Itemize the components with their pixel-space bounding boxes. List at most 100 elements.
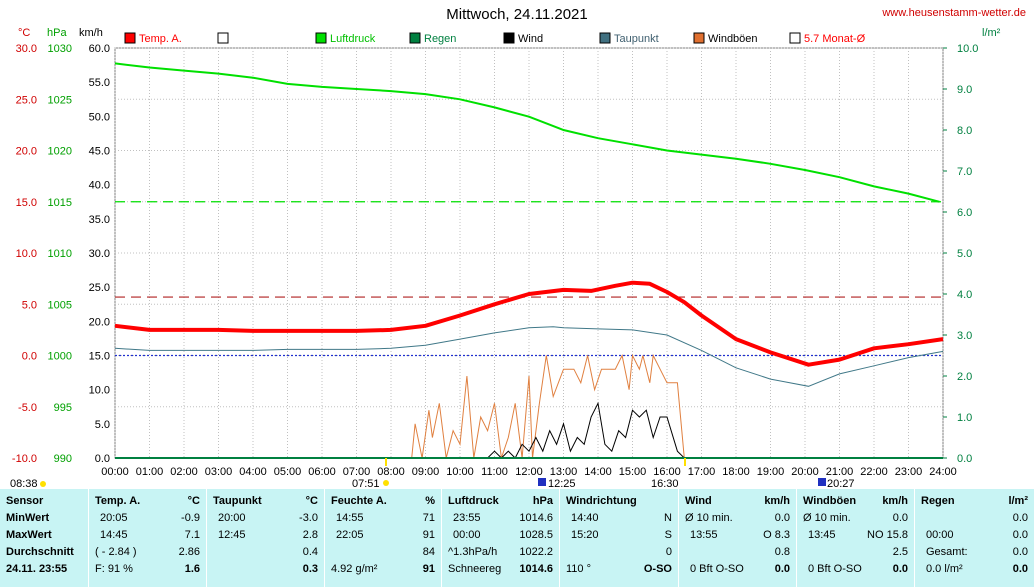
rain-tick-label: 6.0 (957, 207, 972, 219)
legend-label: Windböen (708, 33, 758, 45)
rain-unit: l/m² (1008, 495, 1028, 507)
x-tick-label: 13:00 (550, 466, 578, 478)
dew-max-time: 12:45 (218, 529, 246, 541)
x-tick-label: 23:00 (895, 466, 923, 478)
press-head: Luftdruck (448, 495, 499, 507)
x-tick-label: 18:00 (722, 466, 750, 478)
x-tick-label: 00:00 (101, 466, 129, 478)
kmh-tick-label: 5.0 (95, 419, 110, 431)
rain-tick-label: 3.0 (957, 330, 972, 342)
legend-label: Temp. A. (139, 33, 182, 45)
sunrise-icon (383, 480, 389, 486)
rain-tick-label: 5.0 (957, 248, 972, 260)
x-tick-label: 16:00 (653, 466, 681, 478)
temp-max-value: 7.1 (184, 529, 200, 541)
stats-col-gust: Windböen km/h Ø 10 min. 0.0 13:45 NO 15.8 2… (797, 489, 914, 587)
x-tick-label: 03:00 (205, 466, 233, 478)
kmh-tick-label: 0.0 (95, 453, 110, 465)
gust-bft: 0 Bft O-SO (808, 563, 862, 575)
stats-col-sensor: Sensor MinWert MaxWert Durchschnitt 24.1… (0, 489, 88, 587)
dew-max-value: 2.8 (302, 529, 318, 541)
rain-tick-label: 1.0 (957, 412, 972, 424)
kmh-tick-label: 35.0 (89, 214, 110, 226)
durchschnitt-label: Durchschnitt (6, 546, 74, 558)
temp-tick-label: 30.0 (16, 43, 37, 55)
kmh-tick-label: 55.0 (89, 77, 110, 89)
stats-col-dew: Taupunkt °C 20:00 -3.0 12:45 2.8 0.4 0.3 (207, 489, 324, 587)
dew-min-time: 20:00 (218, 512, 246, 524)
gust-unit: km/h (882, 495, 908, 507)
press-current: 1014.6 (519, 563, 553, 575)
legend-label: Luftdruck (330, 33, 376, 45)
legend-swatch (503, 32, 515, 44)
stats-col-direction: Windrichtung 14:40 N 15:20 S 0 110 ° O-SO (560, 489, 678, 587)
temp-current: 1.6 (184, 563, 200, 575)
gust-min-label: Ø 10 min. (803, 512, 851, 524)
x-tick-label: 10:00 (446, 466, 474, 478)
legend-label: 5.7 Monat-Ø (804, 33, 866, 45)
temp-avg-value: 2.86 (178, 546, 200, 558)
sunrise-label: 07:51 (352, 478, 380, 489)
x-tick-label: 09:00 (412, 466, 440, 478)
moonset-icon (538, 478, 546, 486)
rain-current-text: 0.0 l/m² (926, 563, 963, 575)
dew-avg-value: 0.4 (302, 546, 318, 558)
temp-tick-label: 15.0 (16, 197, 37, 209)
legend-swatch (409, 32, 421, 44)
dew-head: Taupunkt (213, 495, 262, 507)
x-tick-label: 01:00 (136, 466, 164, 478)
hpa-tick-label: 1015 (48, 197, 72, 209)
legend-swatch (789, 32, 801, 44)
kmh-tick-label: 30.0 (89, 248, 110, 260)
kmh-tick-label: 50.0 (89, 111, 110, 123)
x-tick-label: 24:00 (929, 466, 957, 478)
press-unit: hPa (532, 495, 553, 507)
temp-tick-label: -10.0 (12, 453, 37, 465)
x-tick-label: 05:00 (274, 466, 302, 478)
dir-max-time: 15:20 (571, 529, 599, 541)
wind-unit: km/h (764, 495, 790, 507)
rain-total-label: Gesamt: (926, 546, 968, 558)
legend-swatch (124, 32, 136, 44)
kmh-unit: km/h (79, 27, 103, 39)
wind-max-time: 13:55 (690, 529, 718, 541)
rain-tick-label: 4.0 (957, 289, 972, 301)
dir-degrees: 110 ° (566, 563, 591, 575)
hum-current: 91 (422, 563, 435, 575)
site-url[interactable]: www.heusenstamm-wetter.de (882, 7, 1026, 19)
press-min-time: 23:55 (453, 512, 481, 524)
temp-unit: °C (187, 495, 200, 507)
rain-max-value: 0.0 (1012, 529, 1028, 541)
x-tick-label: 06:00 (308, 466, 336, 478)
rain-tick-label: 7.0 (957, 166, 972, 178)
hum-abs: 4.92 g/m² (331, 563, 378, 575)
hum-max-time: 22:05 (336, 529, 364, 541)
temp-humidity: F: 91 % (95, 563, 133, 575)
x-tick-label: 07:00 (343, 466, 371, 478)
rain-tick-label: 8.0 (957, 125, 972, 137)
rain-total-value: 0.0 (1012, 546, 1028, 558)
sunset-label: 16:30 (651, 478, 679, 489)
kmh-tick-label: 25.0 (89, 282, 110, 294)
press-trend: ^1.3hPa/h (448, 546, 498, 558)
wind-avg-value: 0.8 (774, 546, 790, 558)
dir-min-value: N (664, 512, 672, 524)
gust-max-value: NO 15.8 (867, 529, 908, 541)
wind-current: 0.0 (774, 563, 790, 575)
gust-current: 0.0 (892, 563, 908, 575)
hum-min-time: 14:55 (336, 512, 364, 524)
x-tick-label: 19:00 (757, 466, 785, 478)
x-tick-label: 11:00 (481, 466, 508, 478)
dew-current: 0.3 (302, 563, 318, 575)
hpa-tick-label: 1025 (48, 94, 72, 106)
rain-tick-label: 10.0 (957, 43, 978, 55)
legend-swatch (599, 32, 611, 44)
hum-max-value: 91 (422, 529, 435, 541)
kmh-tick-label: 60.0 (89, 43, 110, 55)
x-tick-label: 08:00 (377, 466, 405, 478)
dew-series-line (114, 326, 944, 387)
stats-col-wind: Wind km/h Ø 10 min. 0.0 13:55 O 8.3 0.8 0 B… (679, 489, 796, 587)
hum-unit: % (425, 495, 435, 507)
kmh-tick-label: 15.0 (89, 351, 110, 363)
press-avg-value: 1022.2 (519, 546, 553, 558)
